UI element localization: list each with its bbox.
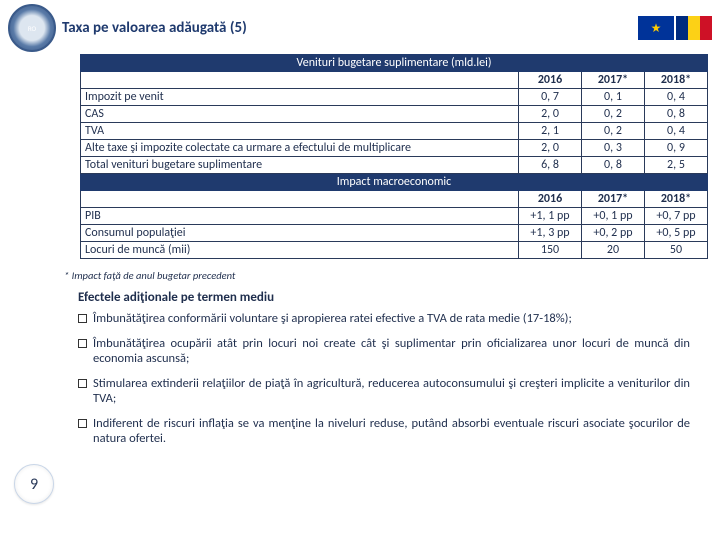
row-value: 0, 4 — [644, 89, 707, 106]
bullet-text: Îmbunătăţirea conformării voluntare şi a… — [93, 311, 572, 326]
year-col: 2016 — [519, 72, 582, 89]
row-label: PIB — [81, 208, 519, 225]
slide-header: RO Taxa pe valoarea adăugată (5) ★ — [0, 0, 720, 54]
table-row: Total venituri bugetare suplimentare 6, … — [81, 157, 708, 174]
page-number: 9 — [30, 475, 38, 494]
list-item: Îmbunătăţirea conformării voluntare şi a… — [78, 311, 690, 326]
square-bullet-icon — [78, 339, 87, 348]
year-col: 2018* — [644, 191, 707, 208]
row-label: CAS — [81, 106, 519, 123]
eu-flag-icon: ★ — [638, 16, 674, 40]
bullets-list: Îmbunătăţirea conformării voluntare şi a… — [78, 311, 690, 446]
romania-flag-icon — [676, 16, 712, 40]
row-value: 2, 5 — [644, 157, 707, 174]
section2-header-row: Impact macroeconomic — [81, 174, 708, 191]
list-item: Stimularea extinderii relaţiilor de piaţ… — [78, 376, 690, 406]
year-col: 2018* — [644, 72, 707, 89]
row-value: +0, 1 pp — [582, 208, 645, 225]
row-value: 150 — [519, 242, 582, 259]
row-label: Total venituri bugetare suplimentare — [81, 157, 519, 174]
blank-cell — [81, 191, 519, 208]
row-value: 0, 8 — [582, 157, 645, 174]
row-label: Alte taxe şi impozite colectate ca urmar… — [81, 140, 519, 157]
row-value: 2, 1 — [519, 123, 582, 140]
row-value: +0, 7 pp — [644, 208, 707, 225]
data-table-container: Venituri bugetare suplimentare (mld.lei)… — [80, 54, 708, 259]
row-label: Locuri de muncă (mii) — [81, 242, 519, 259]
effects-heading: Efectele adiţionale pe termen mediu — [78, 290, 720, 305]
row-value: 20 — [582, 242, 645, 259]
row-value: 6, 8 — [519, 157, 582, 174]
page-title: Taxa pe valoarea adăugată (5) — [62, 19, 247, 37]
square-bullet-icon — [78, 314, 87, 323]
table-row: Consumul populaţiei +1, 3 pp +0, 2 pp +0… — [81, 225, 708, 242]
row-value: 2, 0 — [519, 140, 582, 157]
section1-header: Venituri bugetare suplimentare (mld.lei) — [81, 55, 708, 72]
row-value: 0, 2 — [582, 106, 645, 123]
budget-table: Venituri bugetare suplimentare (mld.lei)… — [80, 54, 708, 259]
year-col: 2017* — [582, 191, 645, 208]
square-bullet-icon — [78, 379, 87, 388]
row-value: 2, 0 — [519, 106, 582, 123]
row-value: +0, 2 pp — [582, 225, 645, 242]
row-value: 0, 4 — [644, 123, 707, 140]
row-value: 0, 2 — [582, 123, 645, 140]
square-bullet-icon — [78, 419, 87, 428]
footnote-text: * Impact faţă de anul bugetar precedent — [64, 269, 720, 282]
row-label: Consumul populaţiei — [81, 225, 519, 242]
table-row: PIB +1, 1 pp +0, 1 pp +0, 7 pp — [81, 208, 708, 225]
section1-years: 2016 2017* 2018* — [81, 72, 708, 89]
year-col: 2017* — [582, 72, 645, 89]
row-label: Impozit pe venit — [81, 89, 519, 106]
blank-cell — [81, 72, 519, 89]
page-number-badge: 9 — [14, 464, 54, 504]
row-value: 50 — [644, 242, 707, 259]
row-value: +1, 1 pp — [519, 208, 582, 225]
table-row: Impozit pe venit 0, 7 0, 1 0, 4 — [81, 89, 708, 106]
section1-header-row: Venituri bugetare suplimentare (mld.lei) — [81, 55, 708, 72]
row-value: 0, 7 — [519, 89, 582, 106]
table-row: Alte taxe şi impozite colectate ca urmar… — [81, 140, 708, 157]
section2-years: 2016 2017* 2018* — [81, 191, 708, 208]
table-row: Locuri de muncă (mii) 150 20 50 — [81, 242, 708, 259]
section2-header: Impact macroeconomic — [81, 174, 708, 191]
list-item: Indiferent de riscuri inflaţia se va men… — [78, 416, 690, 446]
row-value: +1, 3 pp — [519, 225, 582, 242]
row-value: +0, 5 pp — [644, 225, 707, 242]
table-row: TVA 2, 1 0, 2 0, 4 — [81, 123, 708, 140]
table-row: CAS 2, 0 0, 2 0, 8 — [81, 106, 708, 123]
row-value: 0, 9 — [644, 140, 707, 157]
list-item: Îmbunătăţirea ocupării atât prin locuri … — [78, 336, 690, 366]
row-value: 0, 3 — [582, 140, 645, 157]
flags-container: ★ — [638, 16, 712, 40]
bullet-text: Stimularea extinderii relaţiilor de piaţ… — [93, 376, 690, 406]
bullet-text: Indiferent de riscuri inflaţia se va men… — [93, 416, 690, 446]
row-value: 0, 1 — [582, 89, 645, 106]
row-label: TVA — [81, 123, 519, 140]
row-value: 0, 8 — [644, 106, 707, 123]
bullet-text: Îmbunătăţirea ocupării atât prin locuri … — [93, 336, 690, 366]
year-col: 2016 — [519, 191, 582, 208]
romania-emblem-icon: RO — [8, 4, 56, 52]
